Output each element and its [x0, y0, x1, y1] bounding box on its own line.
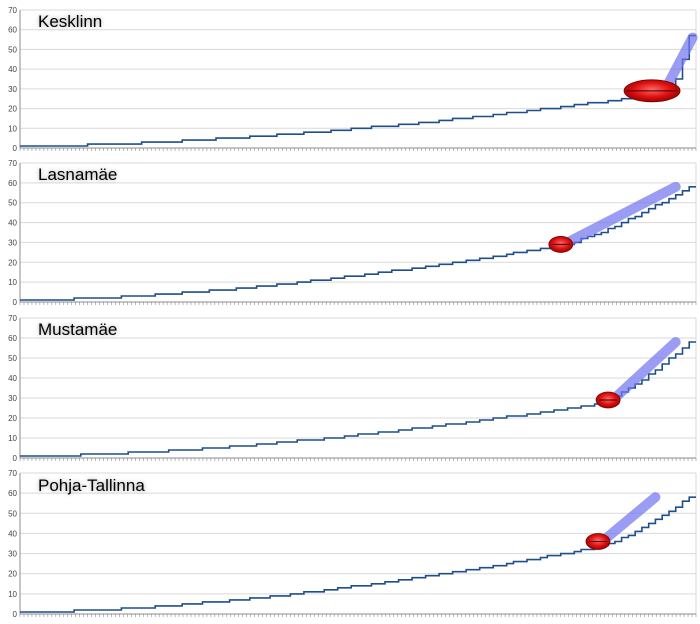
y-tick-label: 60: [8, 334, 17, 343]
y-tick-label: 70: [8, 6, 17, 15]
highlight-band: [609, 337, 681, 403]
y-tick-label: 50: [8, 45, 17, 54]
y-tick-label: 40: [8, 374, 17, 383]
y-tick-label: 40: [8, 65, 17, 74]
y-tick-label: 30: [8, 238, 17, 247]
chart-title-mustamae: Mustamäe: [38, 320, 118, 339]
y-tick-label: 60: [8, 26, 17, 35]
y-tick-label: 20: [8, 570, 17, 579]
y-tick-label: 60: [8, 179, 17, 188]
y-tick-label: 0: [13, 454, 18, 463]
y-tick-label: 30: [8, 85, 17, 94]
highlight-band: [599, 492, 661, 545]
series-line: [20, 186, 696, 301]
y-tick-label: 0: [13, 610, 18, 619]
y-tick-label: 10: [8, 434, 17, 443]
y-tick-label: 30: [8, 394, 17, 403]
y-tick-label: 50: [8, 354, 17, 363]
y-tick-label: 20: [8, 258, 17, 267]
y-tick-label: 70: [8, 159, 17, 168]
y-tick-label: 0: [13, 298, 18, 307]
chart-title-kesklinn: Kesklinn: [38, 12, 103, 31]
y-tick-label: 50: [8, 509, 17, 518]
y-tick-label: 10: [8, 278, 17, 287]
y-tick-label: 0: [13, 144, 18, 153]
y-tick-label: 50: [8, 199, 17, 208]
y-tick-label: 30: [8, 550, 17, 559]
highlight-band: [660, 32, 698, 94]
highlight-band: [562, 181, 681, 248]
y-tick-label: 70: [8, 469, 17, 478]
y-tick-label: 20: [8, 414, 17, 423]
y-tick-label: 40: [8, 529, 17, 538]
y-tick-label: 20: [8, 105, 17, 114]
y-tick-label: 60: [8, 489, 17, 498]
chart-title-lasnamae: Lasnamäe: [38, 165, 118, 184]
y-tick-label: 10: [8, 590, 17, 599]
y-tick-label: 70: [8, 314, 17, 323]
series-line: [20, 496, 696, 613]
y-tick-label: 40: [8, 219, 17, 228]
chart-title-pohja-tallinna: Pohja-Tallinna: [38, 476, 145, 495]
series-line: [20, 34, 696, 147]
series-line: [20, 341, 696, 457]
y-tick-label: 10: [8, 124, 17, 133]
